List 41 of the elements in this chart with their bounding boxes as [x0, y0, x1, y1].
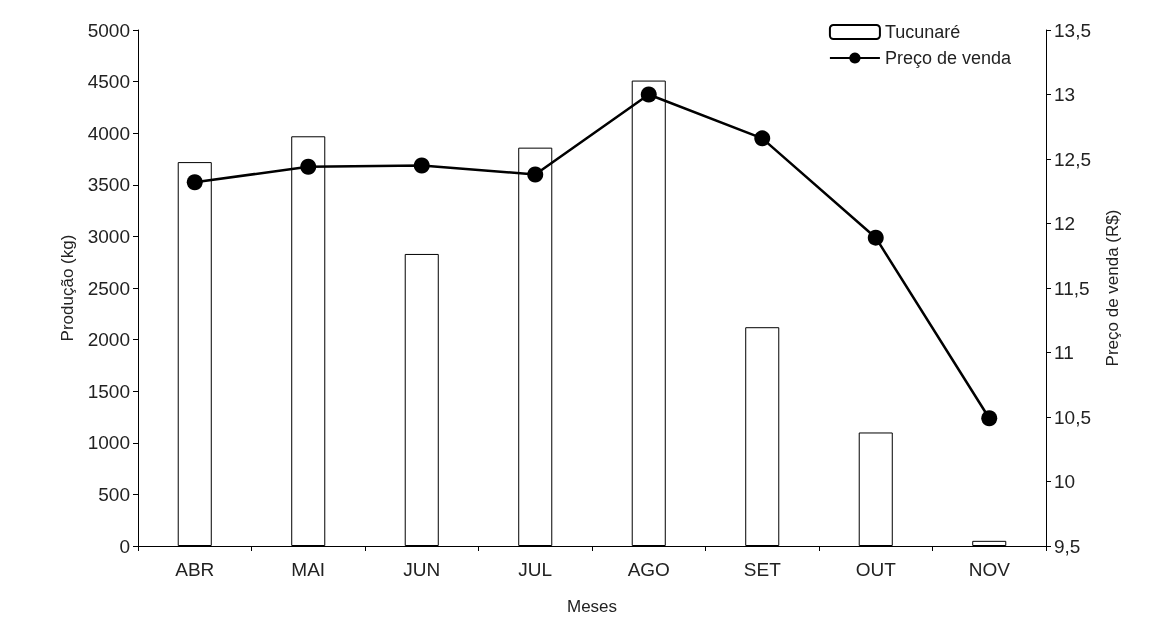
y2-tick-label: 10,5 — [1054, 406, 1091, 428]
y2-tick-label: 9,5 — [1054, 535, 1081, 557]
point — [754, 130, 771, 147]
x-tick-label: AGO — [627, 559, 670, 580]
legend-label: Preço de venda — [884, 48, 1012, 68]
point — [640, 86, 657, 103]
legend-label: Tucunaré — [884, 22, 961, 42]
y-axis-title: Produção (kg) — [58, 234, 77, 342]
y-tick-label: 1000 — [87, 432, 130, 454]
y-tick-label: 1500 — [87, 380, 130, 402]
y2-tick-label: 10 — [1054, 471, 1076, 492]
x-tick-label: MAI — [291, 559, 326, 580]
y2-tick-label: 12,5 — [1054, 148, 1091, 170]
point — [867, 229, 884, 246]
point — [186, 174, 203, 191]
y2-axis-title: Preço de venda (R$) — [1103, 209, 1122, 367]
y-tick-label: 500 — [98, 483, 130, 505]
x-axis-title: Meses — [566, 597, 618, 616]
y2-tick-label: 11 — [1054, 342, 1074, 363]
y2-tick-label: 13,5 — [1054, 19, 1091, 41]
y-tick-label: 4000 — [87, 122, 130, 144]
y-tick-label: 5000 — [87, 19, 130, 41]
point — [413, 157, 430, 174]
point — [527, 166, 544, 183]
y2-tick-label: 13 — [1054, 84, 1076, 105]
x-tick-label: NOV — [968, 559, 1011, 580]
point — [300, 158, 317, 175]
x-tick-label: OUT — [855, 559, 897, 580]
x-tick-label: JUN — [403, 559, 441, 580]
point — [981, 410, 998, 427]
y-tick-label: 4500 — [87, 71, 130, 93]
y-tick-label: 3500 — [87, 174, 130, 196]
y-tick-label: 3000 — [87, 225, 130, 247]
x-tick-label: JUL — [518, 559, 553, 580]
y2-tick-label: 12 — [1054, 213, 1076, 234]
y-tick-label: 2500 — [87, 277, 130, 299]
x-tick-label: ABR — [175, 559, 215, 580]
x-tick-label: SET — [743, 559, 782, 580]
y2-tick-label: 11,5 — [1054, 277, 1090, 299]
y-tick-label: 2000 — [87, 329, 130, 351]
y-tick-label: 0 — [119, 535, 130, 557]
